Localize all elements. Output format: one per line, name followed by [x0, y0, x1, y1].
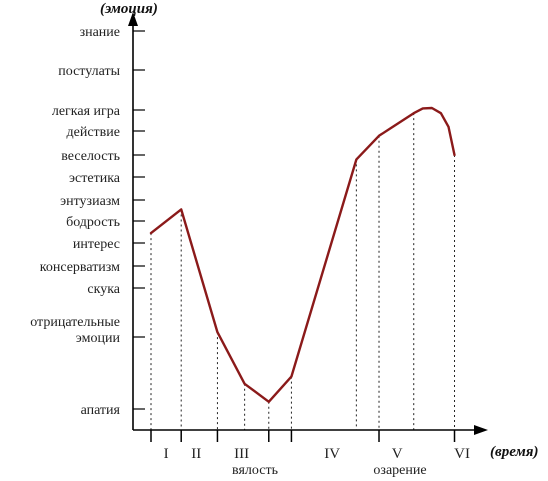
- y-tick-label: эстетика: [69, 171, 121, 186]
- x-axis-title: (время): [490, 444, 538, 460]
- y-tick-label: интерес: [73, 237, 120, 252]
- phase-annotation: вялость: [232, 463, 278, 478]
- y-axis-arrow-icon: [128, 12, 138, 26]
- phase-label: IV: [324, 446, 340, 462]
- labels: апатия отрицательные эмоции скука консервати…: [30, 25, 470, 478]
- y-axis-title: (эмоция): [100, 1, 158, 17]
- y-tick-label: отрицательные эмоции: [30, 315, 120, 346]
- y-tick-label: действие: [67, 125, 120, 140]
- phase-label: V: [392, 446, 403, 462]
- y-tick-label: веселость: [61, 149, 120, 164]
- phase-label: III: [234, 446, 249, 462]
- y-tick-label-line: отрицательные: [30, 315, 120, 330]
- y-tick-label-line: эмоции: [76, 331, 121, 346]
- axes: [128, 12, 488, 442]
- series: [149, 106, 456, 403]
- dotted-guides: [150, 113, 456, 430]
- y-tick-label: апатия: [81, 403, 121, 418]
- y-tick-label: знание: [80, 25, 120, 40]
- phase-annotation: озарение: [373, 463, 426, 478]
- phase-label: I: [164, 446, 169, 462]
- y-tick-label: легкая игра: [52, 104, 121, 119]
- y-tick-label: бодрость: [66, 215, 120, 230]
- y-tick-label: скука: [87, 282, 120, 297]
- phase-label: II: [191, 446, 201, 462]
- y-tick-label: постулаты: [58, 64, 120, 79]
- y-tick-label: энтузиазм: [60, 194, 120, 209]
- y-tick-label: консерватизм: [40, 260, 120, 275]
- emotion-curve: [149, 106, 456, 403]
- phase-label: VI: [454, 446, 470, 462]
- x-axis-arrow-icon: [474, 425, 488, 435]
